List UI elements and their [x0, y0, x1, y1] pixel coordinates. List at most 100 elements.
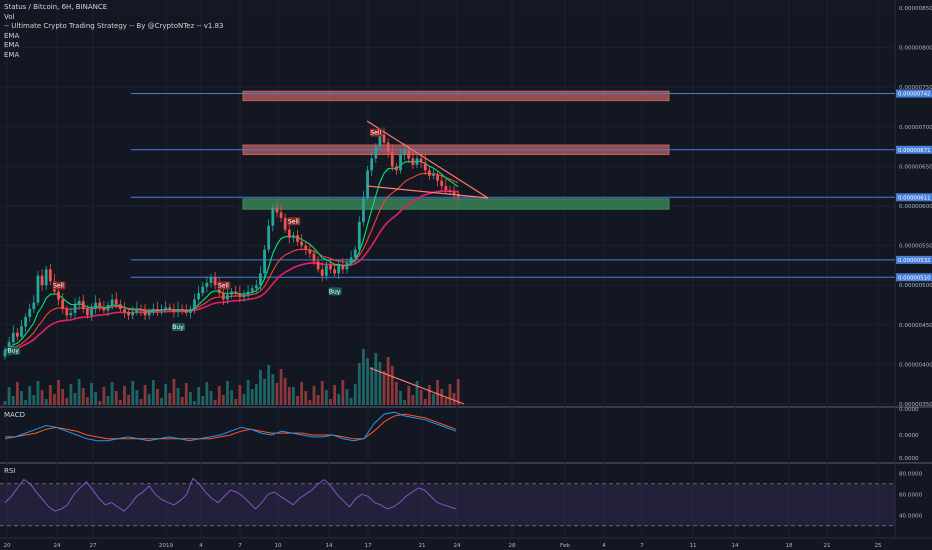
- candle-body: [407, 150, 411, 159]
- candle-body: [415, 158, 419, 165]
- volume-bar: [349, 398, 353, 405]
- time-tick-label: 24: [53, 543, 61, 549]
- volume-bar: [106, 396, 110, 405]
- volume-bar: [279, 369, 283, 405]
- volume-indicator-label[interactable]: Vol: [4, 12, 15, 21]
- candles: [3, 127, 460, 360]
- volume-bar: [205, 382, 209, 405]
- candle-body: [366, 170, 369, 199]
- triangle-drawing[interactable]: [366, 120, 489, 405]
- volume-bar: [172, 379, 176, 405]
- volume-bar: [15, 382, 19, 405]
- ema-label-3[interactable]: EMA: [4, 50, 20, 59]
- candle-body: [24, 316, 27, 327]
- candle-body: [283, 217, 287, 230]
- volume-bar: [234, 399, 238, 405]
- level-tag: [896, 273, 932, 282]
- candle-body: [123, 308, 126, 313]
- level-tag-label: 0.00000611: [898, 195, 931, 201]
- volume-bar: [370, 367, 374, 405]
- volume-bar: [226, 381, 229, 405]
- candle-body: [300, 241, 304, 246]
- rsi-pane-label[interactable]: RSI: [4, 467, 16, 475]
- volume-bar: [432, 394, 435, 405]
- macd-signal-line: [5, 413, 457, 440]
- volume-bar: [217, 386, 221, 405]
- ema-slow-line: [4, 190, 459, 351]
- macd-pane-label[interactable]: MACD: [4, 411, 25, 419]
- volume-bar: [193, 401, 196, 405]
- candle-body: [106, 305, 110, 311]
- strategy-indicator-label[interactable]: -- Ultimate Crypto Trading Strategy -- B…: [4, 22, 224, 31]
- sell-signal-label: Sell: [53, 282, 64, 289]
- time-tick-label: 10: [274, 543, 282, 549]
- candle-body: [36, 275, 40, 303]
- volume-bar: [65, 398, 69, 405]
- level-tag: [896, 145, 932, 154]
- candle-body: [139, 308, 143, 311]
- candle-body: [345, 263, 349, 270]
- time-tick-label: 4: [199, 543, 203, 549]
- time-axis[interactable]: 20 24 27 2019 4 7 10 14 17 21 24 28 Feb 4 7 11 14 18 21 25: [3, 543, 882, 549]
- candle-body: [168, 307, 172, 309]
- candle-body: [94, 302, 98, 309]
- candle-body: [271, 207, 275, 226]
- candle-body: [205, 282, 209, 287]
- price-axis[interactable]: 0.00000850 0.00000800 0.00000750 0.00000700…: [899, 6, 932, 519]
- time-tick-label: 21: [823, 543, 831, 549]
- candle-body: [147, 312, 151, 316]
- symbol-title[interactable]: Status / Bitcoin, 6H, BINANCE: [4, 3, 108, 11]
- rsi-band: [0, 483, 895, 526]
- volume-bar: [176, 388, 180, 405]
- volume-bar: [143, 385, 147, 405]
- candle-body: [180, 308, 184, 311]
- horizontal-levels[interactable]: [131, 93, 895, 278]
- macd-tick-label: 0.0000: [899, 456, 919, 462]
- candle-body: [201, 286, 205, 294]
- ema-label-1[interactable]: EMA: [4, 31, 20, 40]
- volume-bar: [98, 401, 102, 405]
- volume-bar: [114, 391, 118, 405]
- volume-bar: [57, 380, 60, 405]
- volume-bar: [238, 385, 242, 405]
- price-tick-label: 0.00000700: [899, 125, 932, 131]
- candle-body: [337, 265, 341, 274]
- sell-signal-badge: [52, 281, 66, 290]
- volume-bar: [283, 378, 287, 405]
- candle-body: [7, 342, 11, 351]
- candle-body: [57, 291, 60, 300]
- candle-body: [81, 301, 85, 309]
- candle-body: [226, 294, 229, 300]
- volume-bar: [267, 365, 271, 405]
- volume-bar: [292, 387, 295, 405]
- buy-signal-badge: [7, 346, 21, 355]
- candle-body: [444, 186, 448, 191]
- sell-signal-badge: [287, 217, 301, 226]
- level-tags: 0.00000742 0.00000671 0.00000611 0.00000532…: [896, 89, 932, 282]
- candle-body: [419, 158, 423, 163]
- level-tag: [896, 193, 932, 202]
- volume-bar: [259, 370, 262, 405]
- volume-bar: [345, 389, 349, 405]
- volume-bar: [254, 384, 258, 405]
- candle-body: [193, 299, 196, 309]
- candle-body: [160, 308, 163, 311]
- candle-body: [279, 212, 283, 218]
- buy-signal-label: Buy: [172, 324, 184, 331]
- time-tick-label: 27: [89, 543, 97, 549]
- volume-bar: [427, 385, 431, 405]
- volume-bar: [102, 387, 106, 405]
- candle-body: [189, 308, 192, 313]
- volume-bar: [81, 388, 85, 405]
- volume-bar: [337, 394, 341, 405]
- volume-bar: [94, 392, 98, 405]
- ema-label-2[interactable]: EMA: [4, 41, 20, 50]
- volume-bar: [24, 400, 27, 405]
- volume-bar: [77, 379, 81, 405]
- sell-signal-badge: [217, 281, 231, 290]
- volume-bar: [423, 399, 427, 405]
- rsi-tick-label: 60.0000: [899, 492, 923, 498]
- time-tick-label: 21: [418, 543, 426, 549]
